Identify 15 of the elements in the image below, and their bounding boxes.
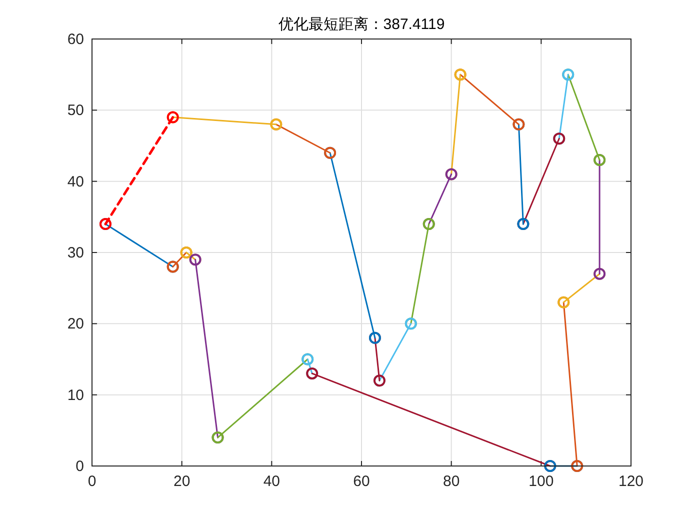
- y-tick-label: 10: [67, 386, 84, 404]
- x-tick-label: 40: [263, 473, 280, 490]
- y-tick-label: 30: [67, 244, 84, 262]
- y-tick-label: 0: [76, 458, 84, 475]
- y-tick-label: 20: [67, 316, 84, 333]
- x-tick-label: 100: [528, 473, 554, 490]
- x-tick-label: 20: [173, 473, 190, 490]
- y-tick-label: 50: [67, 102, 84, 120]
- x-tick-label: 0: [88, 473, 96, 490]
- x-tick-label: 60: [353, 473, 370, 490]
- y-tick-label: 60: [67, 31, 84, 48]
- chart-title: 优化最短距离：387.4119: [278, 16, 445, 33]
- y-tick-label: 40: [67, 173, 84, 190]
- x-tick-label: 80: [442, 473, 460, 490]
- x-tick-label: 120: [618, 473, 644, 490]
